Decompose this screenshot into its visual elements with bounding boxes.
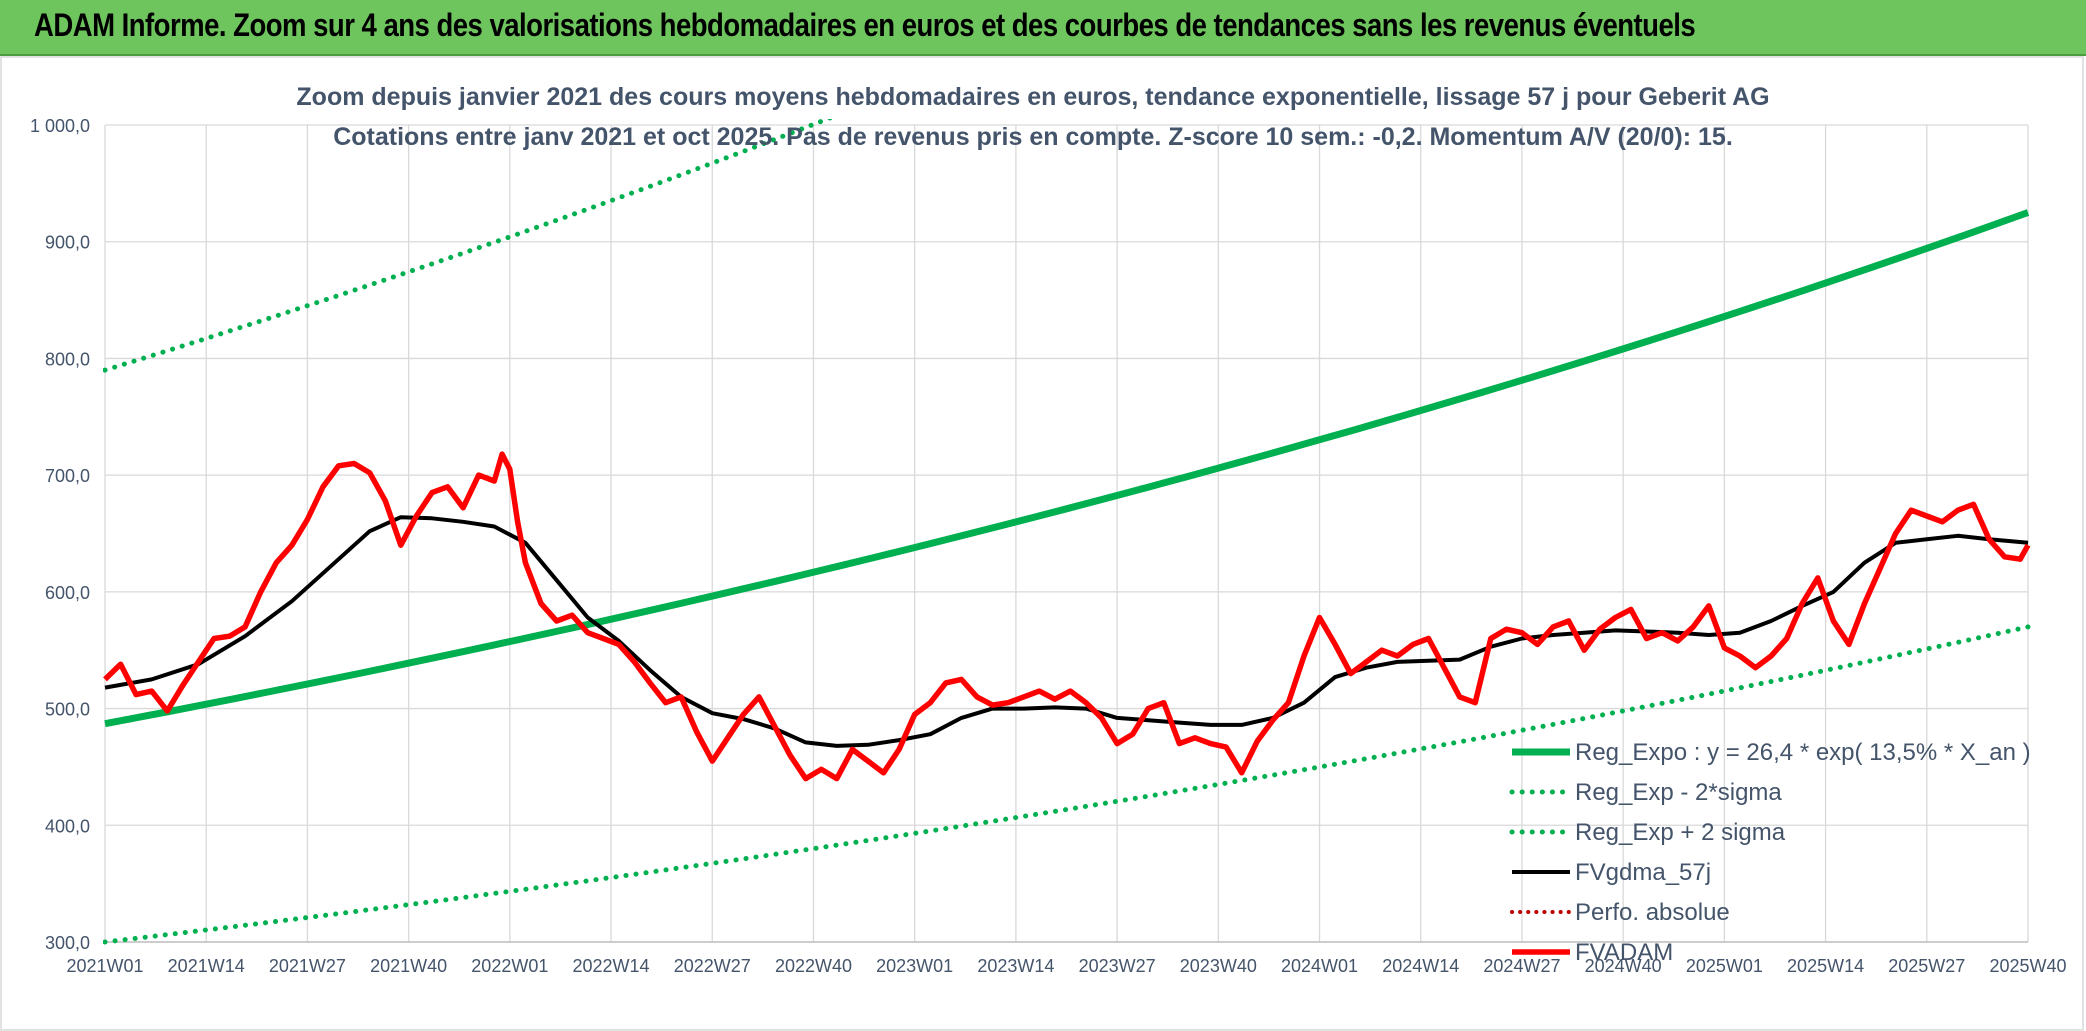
series-reg-exp-2-sigma <box>103 624 2031 945</box>
x-tick-label: 2023W01 <box>876 956 953 976</box>
legend-label-reg-expo-y-26-4-exp-13-5-x-an: Reg_Expo : y = 26,4 * exp( 13,5% * X_an … <box>1575 739 2031 766</box>
chart-frame: 300,0 400,0 500,0 600,0 700,0 800,0 900,0 1 000… <box>0 56 2084 1031</box>
x-tick-label: 2022W01 <box>471 956 548 976</box>
price-chart: 300,0 400,0 500,0 600,0 700,0 800,0 900,0 1 000… <box>30 83 2067 976</box>
x-tick-label: 2022W40 <box>775 956 852 976</box>
x-tick-label: 2025W14 <box>1787 956 1864 976</box>
x-tick-label: 2024W27 <box>1483 956 1560 976</box>
y-tick-label: 700,0 <box>45 466 90 486</box>
series-fvgdma-57j <box>104 515 2029 748</box>
y-tick-label: 600,0 <box>45 583 90 603</box>
legend-label-reg-exp-2-sigma: Reg_Exp + 2 sigma <box>1575 819 1786 846</box>
x-axis: 2021W01 2021W14 2021W27 2021W40 2022W01 2022W… <box>66 941 2067 976</box>
legend-label-fvadam: FVADAM <box>1575 939 1673 966</box>
chart-subtitle-line-2: Cotations entre janv 2021 et oct 2025. P… <box>333 123 1733 151</box>
x-tick-label: 2021W27 <box>269 956 346 976</box>
legend: Reg_Expo : y = 26,4 * exp( 13,5% * X_an … <box>1509 739 2031 966</box>
y-tick-label: 400,0 <box>45 816 90 836</box>
y-tick-label: 900,0 <box>45 233 90 253</box>
legend-label-fvgdma-57j: FVgdma_57j <box>1575 859 1711 886</box>
title-banner: ADAM Informe. Zoom sur 4 ans des valoris… <box>0 0 2086 56</box>
x-tick-label: 2024W14 <box>1382 956 1459 976</box>
series-fvadam <box>103 451 2031 782</box>
y-tick-label: 300,0 <box>45 933 90 953</box>
series-reg-expo-y-26-4-exp-13-5-x-an <box>104 209 2030 728</box>
x-tick-label: 2025W01 <box>1686 956 1763 976</box>
x-tick-label: 2023W27 <box>1079 956 1156 976</box>
y-tick-label: 800,0 <box>45 349 90 369</box>
legend-label-reg-exp-2-sigma: Reg_Exp - 2*sigma <box>1575 779 1782 806</box>
y-tick-label: 500,0 <box>45 700 90 720</box>
x-tick-label: 2022W14 <box>573 956 650 976</box>
x-tick-label: 2021W01 <box>66 956 143 976</box>
x-tick-label: 2021W40 <box>370 956 447 976</box>
x-tick-label: 2022W27 <box>674 956 751 976</box>
legend-label-perfo-absolue: Perfo. absolue <box>1575 899 1730 926</box>
y-axis: 300,0 400,0 500,0 600,0 700,0 800,0 900,0 1 000… <box>30 116 90 953</box>
x-tick-label: 2023W40 <box>1180 956 1257 976</box>
x-tick-label: 2024W40 <box>1585 956 1662 976</box>
x-tick-label: 2023W14 <box>977 956 1054 976</box>
x-tick-label: 2025W40 <box>1989 956 2066 976</box>
x-tick-label: 2024W01 <box>1281 956 1358 976</box>
y-tick-label: 1 000,0 <box>30 116 90 136</box>
x-tick-label: 2025W27 <box>1888 956 1965 976</box>
x-tick-label: 2021W14 <box>168 956 245 976</box>
series-layer <box>103 119 2031 945</box>
chart-subtitle-line-1: Zoom depuis janvier 2021 des cours moyen… <box>296 83 1769 111</box>
report-title: ADAM Informe. Zoom sur 4 ans des valoris… <box>34 7 1696 43</box>
